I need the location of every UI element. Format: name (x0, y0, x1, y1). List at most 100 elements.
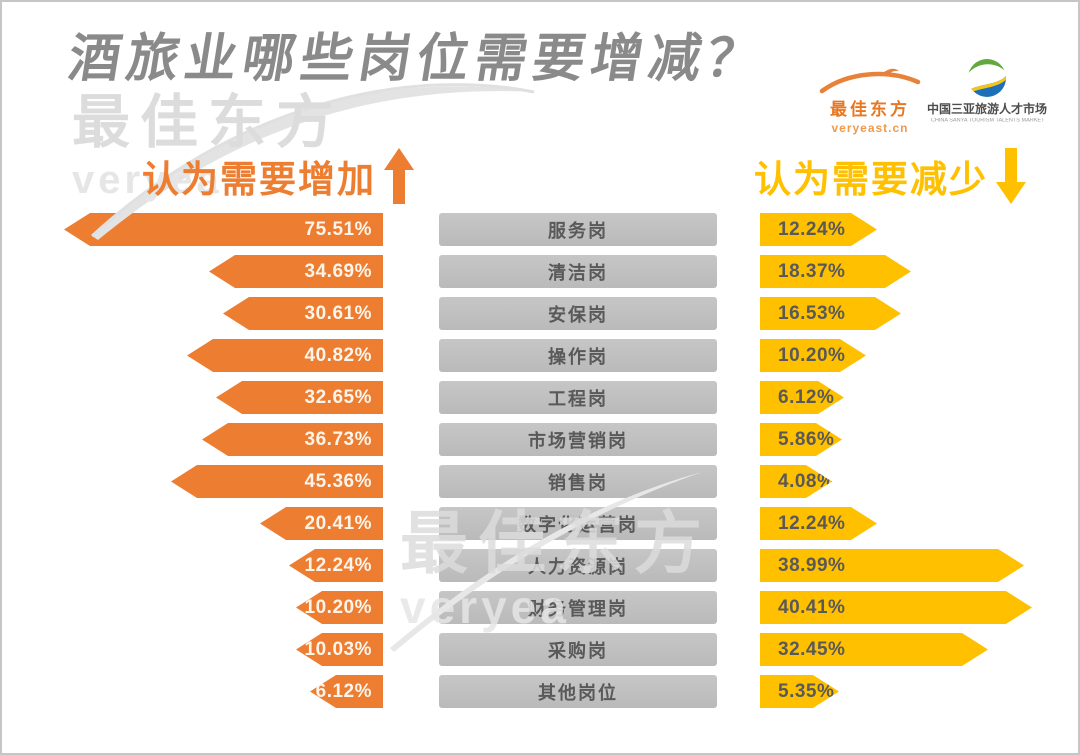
category-label: 安保岗 (548, 304, 608, 325)
decrease-value: 4.08% (778, 470, 835, 492)
decrease-bar: 32.45% (760, 633, 988, 666)
decrease-value: 40.41% (778, 596, 846, 618)
decrease-value: 12.24% (778, 512, 846, 534)
decrease-value: 12.24% (778, 218, 846, 240)
category-label: 操作岗 (548, 346, 608, 367)
decrease-bar-cell: 5.35% (760, 675, 1078, 708)
decrease-bar-cell: 5.86% (760, 423, 1078, 456)
increase-bar-cell: 45.36% (2, 465, 383, 498)
category-label: 工程岗 (548, 388, 608, 409)
category-cell: 财务管理岗 (439, 591, 717, 624)
chart-row: 32.65% 工程岗 6.12% (2, 381, 1078, 414)
category-label-box: 工程岗 (439, 381, 717, 414)
category-label: 其他岗位 (538, 682, 618, 703)
increase-value: 40.82% (304, 344, 372, 366)
chart-row: 34.69% 清洁岗 18.37% (2, 255, 1078, 288)
increase-bar: 12.24% (289, 549, 383, 582)
increase-bar-cell: 10.03% (2, 633, 383, 666)
sanya-logo: 中国三亚旅游人才市场 CHINA SANYA TOURISM TALENTS M… (926, 58, 1048, 124)
increase-bar: 10.20% (296, 591, 383, 624)
category-label: 清洁岗 (548, 262, 608, 283)
decrease-value: 18.37% (778, 260, 846, 282)
increase-bar: 32.65% (216, 381, 383, 414)
increase-value: 20.41% (304, 512, 372, 534)
increase-bar-cell: 32.65% (2, 381, 383, 414)
category-label: 采购岗 (548, 640, 608, 661)
increase-bar-cell: 10.20% (2, 591, 383, 624)
increase-value: 34.69% (304, 260, 372, 282)
category-cell: 销售岗 (439, 465, 717, 498)
decrease-value: 5.35% (778, 680, 835, 702)
category-label-box: 采购岗 (439, 633, 717, 666)
chart-row: 20.41% 数字化运营岗 12.24% (2, 507, 1078, 540)
decrease-bar-cell: 4.08% (760, 465, 1078, 498)
veryeast-swoosh-icon (819, 68, 921, 94)
category-cell: 操作岗 (439, 339, 717, 372)
decrease-value: 6.12% (778, 386, 835, 408)
decrease-column-header: 认为需要减少 (754, 148, 1026, 204)
category-label-box: 清洁岗 (439, 255, 717, 288)
decrease-value: 16.53% (778, 302, 846, 324)
category-label: 财务管理岗 (528, 598, 628, 619)
decrease-bar: 12.24% (760, 213, 877, 246)
category-label-box: 其他岗位 (439, 675, 717, 708)
increase-value: 6.12% (315, 680, 372, 702)
category-cell: 采购岗 (439, 633, 717, 666)
increase-bar: 40.82% (187, 339, 383, 372)
decrease-bar: 16.53% (760, 297, 901, 330)
increase-value: 32.65% (304, 386, 372, 408)
increase-bar-cell: 36.73% (2, 423, 383, 456)
sanya-globe-icon (968, 59, 1006, 97)
category-label: 人力资源岗 (528, 556, 628, 577)
decrease-header-label: 认为需要减少 (754, 159, 988, 200)
category-label: 数字化运营岗 (518, 514, 638, 535)
chart-rows: 75.51% 服务岗 12.24% 34.69% (2, 213, 1078, 717)
category-label: 市场营销岗 (528, 430, 628, 451)
increase-value: 12.24% (304, 554, 372, 576)
increase-bar-cell: 34.69% (2, 255, 383, 288)
category-label: 销售岗 (548, 472, 608, 493)
increase-bar-cell: 40.82% (2, 339, 383, 372)
chart-row: 36.73% 市场营销岗 5.86% (2, 423, 1078, 456)
decrease-bar-cell: 12.24% (760, 507, 1078, 540)
sanya-logo-subtitle: CHINA SANYA TOURISM TALENTS MARKET (930, 118, 1045, 124)
increase-value: 10.20% (304, 596, 372, 618)
decrease-bar-cell: 18.37% (760, 255, 1078, 288)
up-arrow-icon (384, 148, 414, 204)
decrease-bar: 10.20% (760, 339, 866, 372)
category-cell: 清洁岗 (439, 255, 717, 288)
decrease-value: 10.20% (778, 344, 846, 366)
increase-bar-cell: 75.51% (2, 213, 383, 246)
chart-row: 6.12% 其他岗位 5.35% (2, 675, 1078, 708)
category-cell: 市场营销岗 (439, 423, 717, 456)
watermark-brand-text: 最佳东方 (72, 90, 345, 155)
decrease-bar: 12.24% (760, 507, 877, 540)
category-label-box: 服务岗 (439, 213, 717, 246)
decrease-value: 32.45% (778, 638, 846, 660)
category-cell: 其他岗位 (439, 675, 717, 708)
veryeast-logo: 最佳东方 veryeast.cn (818, 68, 922, 135)
decrease-bar-cell: 38.99% (760, 549, 1078, 582)
decrease-bar: 6.12% (760, 381, 844, 414)
decrease-bar-cell: 40.41% (760, 591, 1078, 624)
chart-row: 40.82% 操作岗 10.20% (2, 339, 1078, 372)
chart-row: 12.24% 人力资源岗 38.99% (2, 549, 1078, 582)
increase-bar: 45.36% (171, 465, 383, 498)
category-cell: 服务岗 (439, 213, 717, 246)
category-label-box: 数字化运营岗 (439, 507, 717, 540)
increase-bar: 36.73% (202, 423, 383, 456)
chart-row: 10.20% 财务管理岗 40.41% (2, 591, 1078, 624)
category-label-box: 市场营销岗 (439, 423, 717, 456)
increase-bar-cell: 6.12% (2, 675, 383, 708)
category-label-box: 安保岗 (439, 297, 717, 330)
chart-row: 30.61% 安保岗 16.53% (2, 297, 1078, 330)
increase-value: 36.73% (304, 428, 372, 450)
increase-header-label: 认为需要增加 (142, 159, 376, 200)
increase-value: 75.51% (304, 218, 372, 240)
increase-bar: 34.69% (209, 255, 383, 288)
increase-column-header: 认为需要增加 (142, 148, 414, 204)
increase-bar: 6.12% (310, 675, 383, 708)
page-title: 酒旅业哪些岗位需要增减？ (64, 30, 770, 88)
veryeast-logo-name: 最佳东方 (830, 100, 910, 119)
